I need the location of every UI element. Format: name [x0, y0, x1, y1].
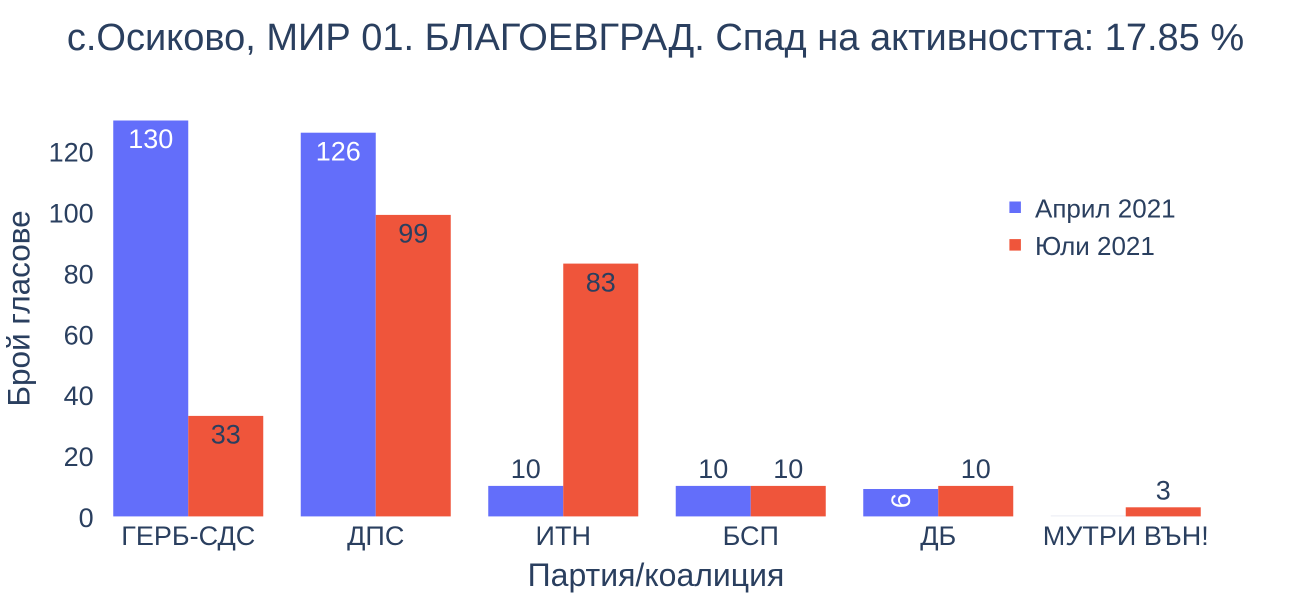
svg-text:99: 99	[398, 219, 428, 249]
svg-text:0: 0	[79, 503, 94, 533]
svg-text:60: 60	[64, 320, 94, 350]
svg-text:120: 120	[49, 138, 94, 168]
svg-text:100: 100	[49, 199, 94, 229]
svg-text:Брой гласове: Брой гласове	[1, 210, 37, 406]
svg-text:10: 10	[511, 454, 541, 484]
svg-text:с.Осиково, МИР 01. БЛАГОЕВГРАД: с.Осиково, МИР 01. БЛАГОЕВГРАД. Спад на …	[67, 17, 1244, 59]
svg-text:83: 83	[586, 267, 616, 297]
svg-text:Април 2021: Април 2021	[1035, 193, 1176, 223]
svg-text:126: 126	[316, 136, 361, 166]
svg-text:80: 80	[64, 259, 94, 289]
svg-text:33: 33	[211, 420, 241, 450]
svg-text:ДПС: ДПС	[347, 521, 404, 551]
svg-text:3: 3	[1156, 475, 1171, 505]
svg-text:130: 130	[128, 124, 173, 154]
svg-text:10: 10	[961, 454, 991, 484]
svg-text:ДБ: ДБ	[920, 521, 956, 551]
svg-text:Юли 2021: Юли 2021	[1035, 231, 1155, 261]
svg-text:ГЕРБ-СДС: ГЕРБ-СДС	[121, 521, 255, 551]
svg-text:40: 40	[64, 381, 94, 411]
svg-text:МУТРИ ВЪН!: МУТРИ ВЪН!	[1043, 521, 1209, 551]
svg-text:9: 9	[885, 493, 915, 508]
svg-text:10: 10	[698, 454, 728, 484]
svg-text:10: 10	[773, 454, 803, 484]
svg-text:БСП: БСП	[723, 521, 779, 551]
svg-text:Партия/коалиция: Партия/коалиция	[528, 557, 785, 593]
svg-text:ИТН: ИТН	[536, 521, 591, 551]
svg-text:20: 20	[64, 442, 94, 472]
